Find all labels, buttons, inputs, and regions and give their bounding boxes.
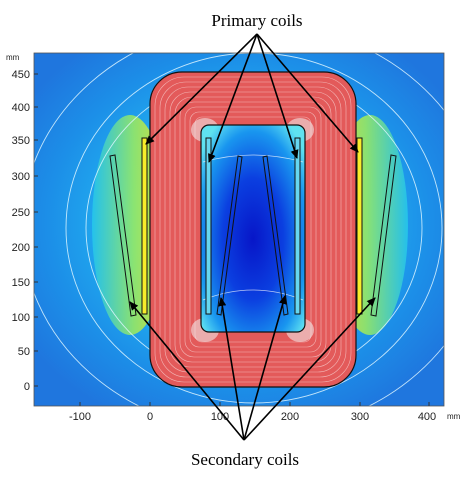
secondary-coils <box>109 154 397 317</box>
primary-arrows <box>145 33 359 163</box>
core-window <box>200 124 306 333</box>
y-tick-label: 50 <box>18 346 30 358</box>
secondary-coils-label: Secondary coils <box>191 450 299 469</box>
y-tick-label: 100 <box>12 312 30 324</box>
y-unit-label: mm <box>6 53 20 62</box>
secondary-arrow <box>243 295 287 441</box>
x-tick-label: 0 <box>147 411 153 423</box>
y-tick-label: 0 <box>24 381 30 393</box>
secondary-arrow <box>243 297 376 441</box>
primary-coils-label: Primary coils <box>211 11 302 30</box>
secondary-arrow <box>218 297 245 441</box>
core-flux-lines <box>154 76 352 383</box>
primary-arrow <box>256 33 359 153</box>
x-tick-label: 400 <box>418 411 436 423</box>
secondary-coil-3 <box>262 155 289 316</box>
x-tick-label: 100 <box>211 411 229 423</box>
secondary-coil-2 <box>216 155 243 316</box>
y-tick-label: 200 <box>12 242 30 254</box>
x-tick-label: -100 <box>69 411 91 423</box>
primary-coil-left-outer <box>141 137 148 315</box>
secondary-coil-1 <box>109 154 137 317</box>
x-axis: -100 0 100 200 300 400 mm <box>69 402 461 423</box>
primary-arrow <box>256 33 299 159</box>
y-tick-label: 250 <box>12 207 30 219</box>
secondary-coil-4 <box>370 154 397 317</box>
primary-coil-right-inner <box>294 137 301 315</box>
primary-arrow <box>208 33 258 163</box>
primary-arrow <box>145 33 258 145</box>
x-tick-label: 300 <box>351 411 369 423</box>
secondary-arrows <box>129 295 376 441</box>
y-tick-label: 300 <box>12 171 30 183</box>
y-tick-label: 350 <box>12 135 30 147</box>
x-unit-label: mm <box>447 412 461 421</box>
x-tick-label: 200 <box>281 411 299 423</box>
field-plot <box>34 53 444 406</box>
y-tick-label: 150 <box>12 277 30 289</box>
left-field-zone <box>92 115 168 335</box>
primary-coil-right-outer <box>356 137 363 315</box>
y-axis: 450 400 350 300 250 200 150 100 50 0 mm <box>6 53 38 393</box>
primary-coil-left-inner <box>205 137 212 315</box>
y-tick-label: 450 <box>12 69 30 81</box>
secondary-arrow <box>129 301 245 441</box>
y-tick-label: 400 <box>12 102 30 114</box>
